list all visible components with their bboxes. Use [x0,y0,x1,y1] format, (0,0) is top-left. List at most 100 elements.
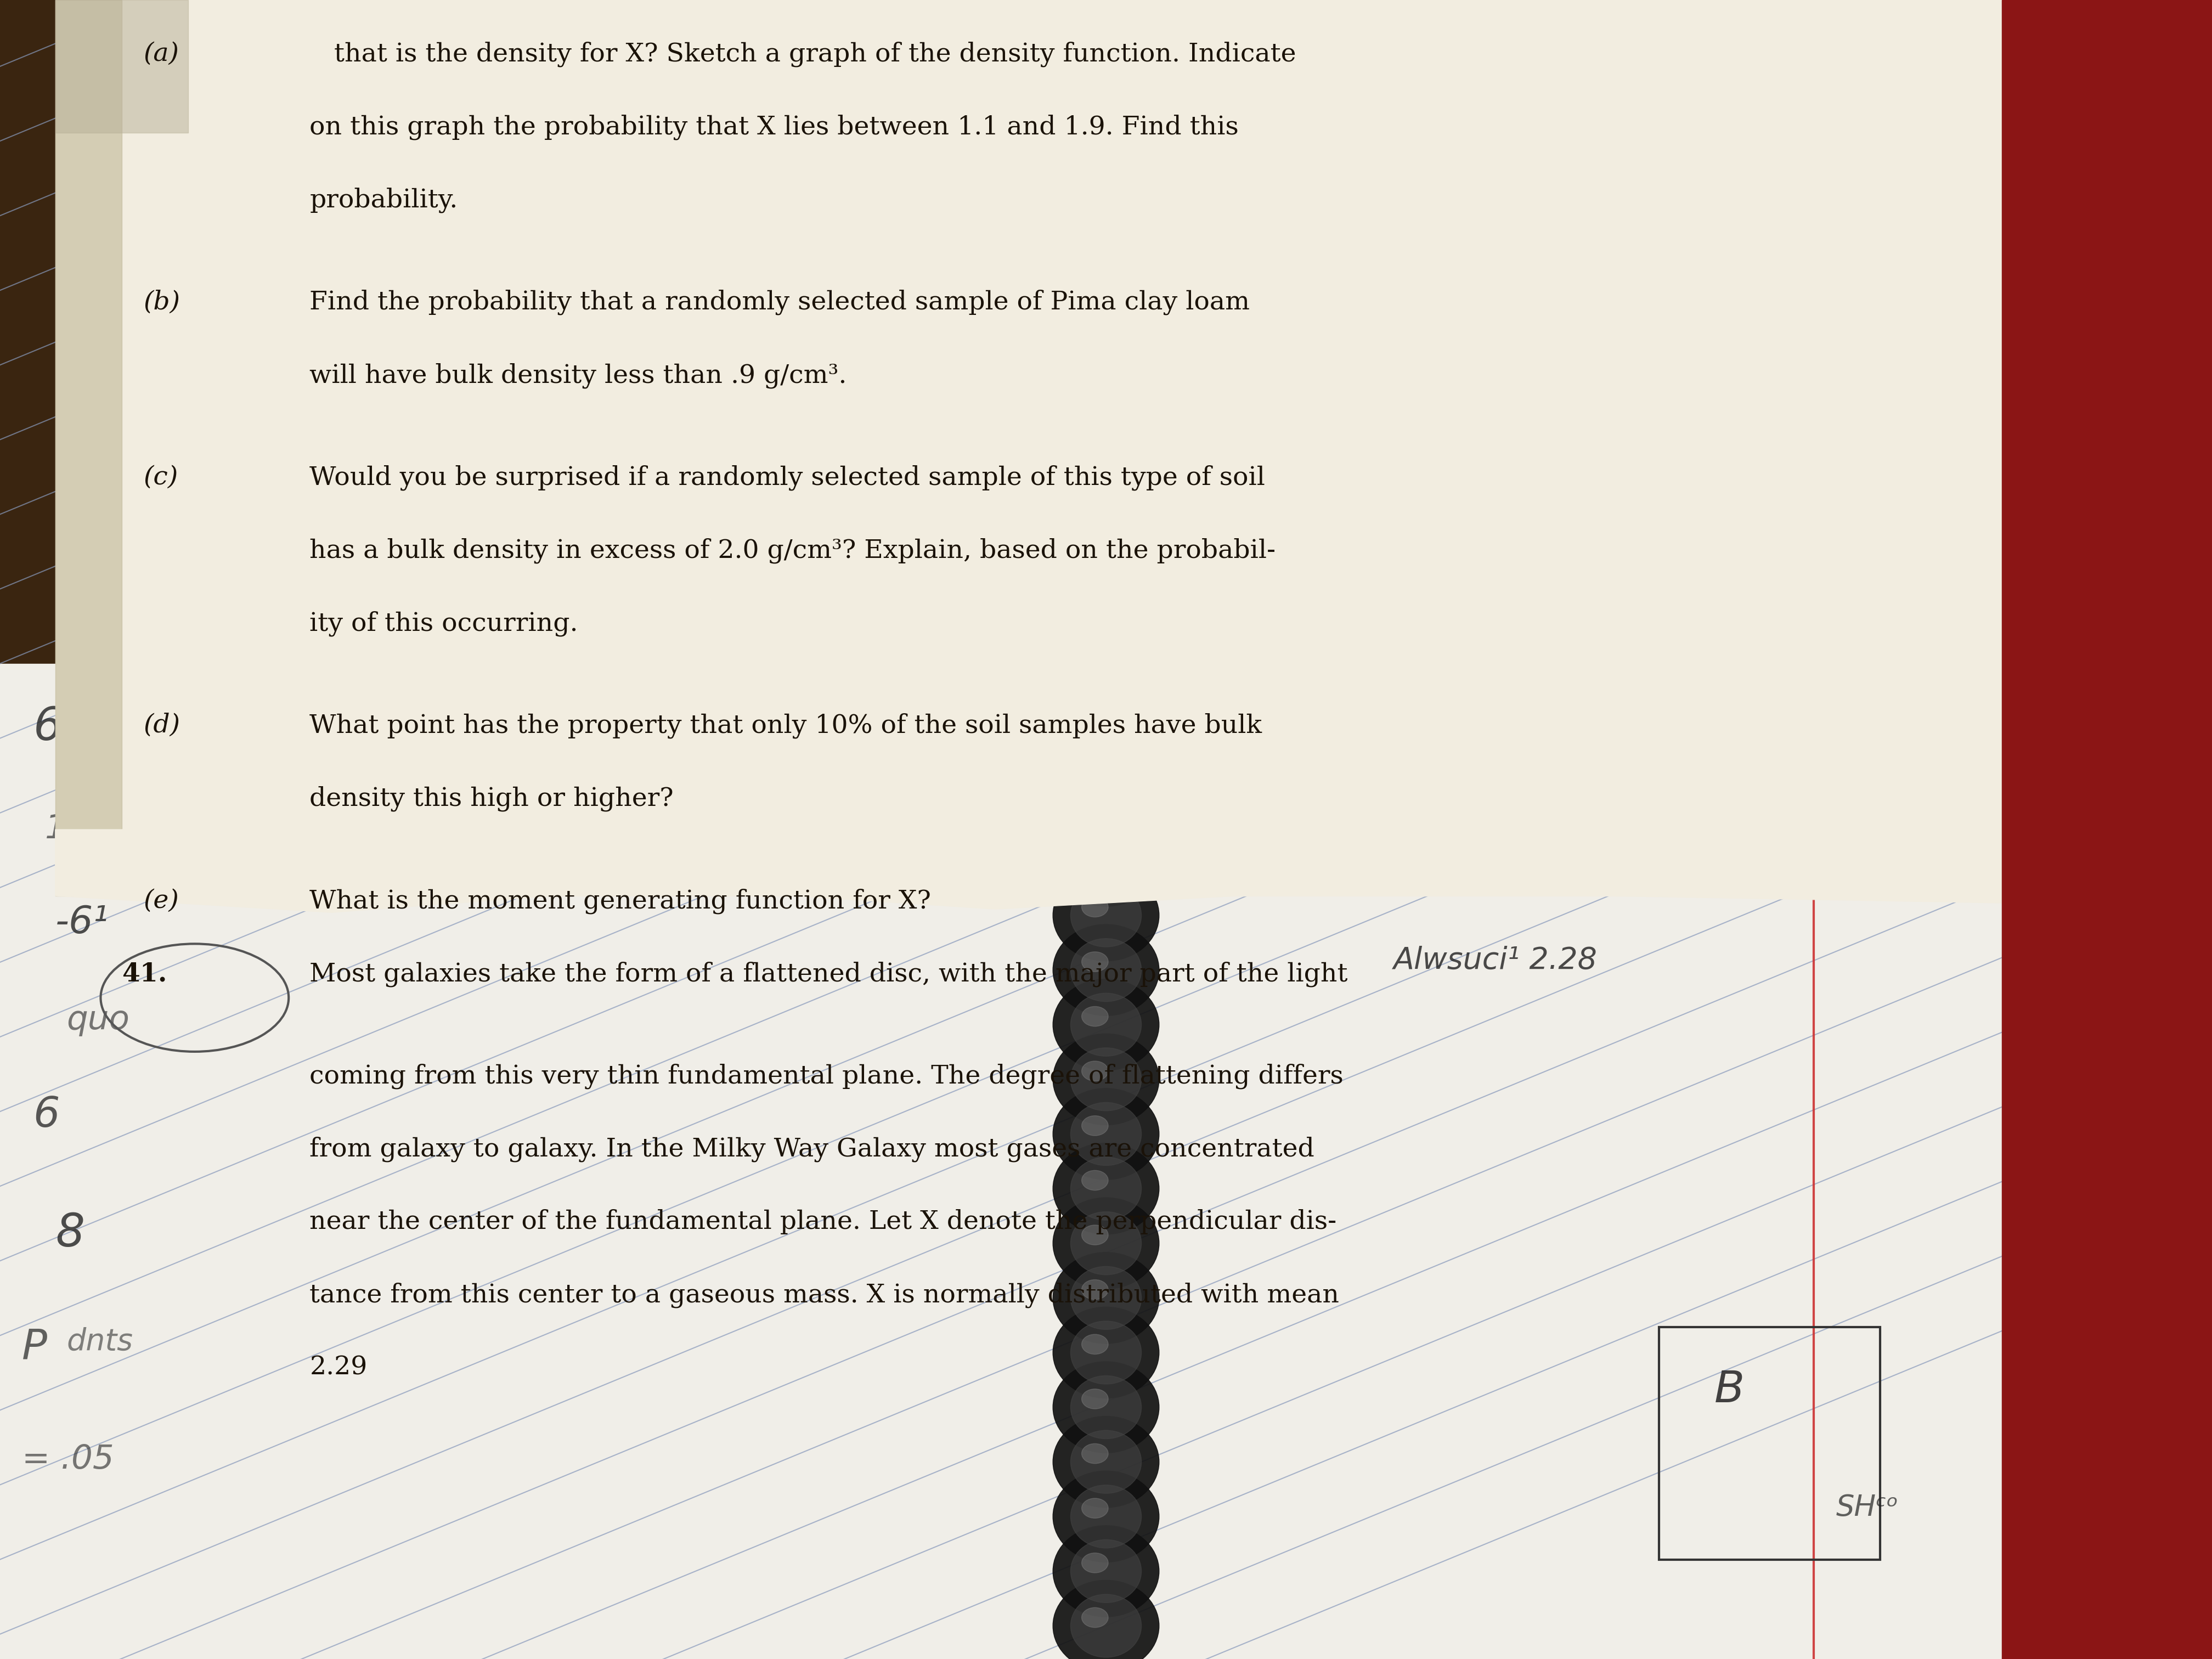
Ellipse shape [1053,652,1159,743]
Ellipse shape [1082,898,1108,917]
Ellipse shape [1082,1007,1108,1027]
Text: that is the density for X? Sketch a graph of the density function. Indicate: that is the density for X? Sketch a grap… [310,41,1296,66]
Text: density this high or higher?: density this high or higher? [310,786,675,811]
Polygon shape [55,830,2068,912]
Ellipse shape [1082,952,1108,972]
Ellipse shape [1082,1608,1108,1627]
Ellipse shape [1082,1224,1108,1244]
Ellipse shape [1071,1048,1141,1112]
Text: on this graph the probability that X lies between 1.1 and 1.9. Find this: on this graph the probability that X lie… [310,114,1239,139]
Text: 60: 60 [33,705,91,750]
Ellipse shape [1053,1253,1159,1344]
Bar [2002,0,2212,1659]
Ellipse shape [1071,939,1141,1002]
Ellipse shape [1053,1307,1159,1399]
Ellipse shape [1082,1117,1108,1136]
Text: coming from this very thin fundamental plane. The degree of flattening differs: coming from this very thin fundamental p… [310,1063,1343,1088]
Text: dnts: dnts [66,1327,133,1357]
Bar [55,0,188,133]
Ellipse shape [1082,679,1108,698]
Ellipse shape [1071,775,1141,838]
Text: What point has the property that only 10% of the soil samples have bulk: What point has the property that only 10… [310,713,1263,738]
Text: ity of this occurring.: ity of this occurring. [310,611,577,637]
Bar [1659,1327,1880,1559]
Text: (c): (c) [144,465,179,489]
Text: = .05: = .05 [22,1443,115,1477]
Text: 195: 195 [44,813,108,846]
Ellipse shape [1071,665,1141,728]
Ellipse shape [1082,733,1108,753]
Ellipse shape [1071,1211,1141,1274]
Ellipse shape [1071,1375,1141,1438]
Ellipse shape [1053,1417,1159,1508]
Text: Most galaxies take the form of a flattened disc, with the major part of the ligh: Most galaxies take the form of a flatten… [310,961,1347,987]
Text: 41.: 41. [122,961,166,987]
Ellipse shape [1082,1170,1108,1190]
Ellipse shape [1082,843,1108,863]
Text: 4: 4 [1924,788,1947,821]
Ellipse shape [1082,1553,1108,1573]
Ellipse shape [1071,1430,1141,1493]
Ellipse shape [1053,1198,1159,1289]
Text: X <: X < [1836,705,1898,738]
Text: will have bulk density less than .9 g/cm³.: will have bulk density less than .9 g/cm… [310,363,847,388]
Ellipse shape [1053,705,1159,796]
Text: or ≥ 2.¹: or ≥ 2.¹ [1504,830,1646,866]
Ellipse shape [1071,720,1141,783]
Ellipse shape [1071,1156,1141,1219]
Text: near the center of the fundamental plane. Let X denote the perpendicular dis-: near the center of the fundamental plane… [310,1209,1336,1234]
Ellipse shape [1053,869,1159,961]
Ellipse shape [1082,1498,1108,1518]
Ellipse shape [1071,1594,1141,1657]
Ellipse shape [1053,1034,1159,1125]
Ellipse shape [1053,760,1159,851]
Ellipse shape [1082,1334,1108,1354]
Text: SHᶜᵒ: SHᶜᵒ [1836,1493,1898,1521]
Ellipse shape [1082,1279,1108,1299]
Text: (b): (b) [144,290,181,315]
Ellipse shape [1082,788,1108,808]
Ellipse shape [1071,1266,1141,1329]
Ellipse shape [1071,1540,1141,1603]
Ellipse shape [1071,884,1141,947]
Text: B: B [1714,1369,1745,1412]
Ellipse shape [1071,1321,1141,1384]
Text: What is the moment generating function for X?: What is the moment generating function f… [310,888,931,914]
Text: from galaxy to galaxy. In the Milky Way Galaxy most gases are concentrated: from galaxy to galaxy. In the Milky Way … [310,1136,1314,1161]
Text: has a bulk density in excess of 2.0 g/cm³? Explain, based on the probabil-: has a bulk density in excess of 2.0 g/cm… [310,538,1276,564]
Bar [55,0,122,896]
Ellipse shape [1053,979,1159,1070]
Ellipse shape [1053,1143,1159,1234]
Ellipse shape [1071,830,1141,893]
Text: 6: 6 [33,1095,60,1135]
Ellipse shape [1053,1579,1159,1659]
Text: PF≥ ≤1: PF≥ ≤1 [1504,705,1655,743]
Text: -6¹: -6¹ [55,904,108,941]
Text: Alwsuci¹ 2.28: Alwsuci¹ 2.28 [1394,946,1597,975]
Text: 8: 8 [55,1211,84,1256]
Ellipse shape [1053,815,1159,906]
Text: (a): (a) [144,41,179,66]
Ellipse shape [1053,924,1159,1015]
Ellipse shape [1053,1472,1159,1563]
Text: Find the probability that a randomly selected sample of Pima clay loam: Find the probability that a randomly sel… [310,290,1250,315]
Text: quo: quo [66,1004,128,1037]
Ellipse shape [1071,994,1141,1057]
Bar [0,664,2212,1659]
Ellipse shape [1053,1362,1159,1453]
Ellipse shape [1071,1485,1141,1548]
Text: (d): (d) [144,713,181,738]
Text: Would you be surprised if a randomly selected sample of this type of soil: Would you be surprised if a randomly sel… [310,465,1265,491]
Text: 2.29: 2.29 [310,1355,367,1380]
Bar [55,0,2068,896]
Text: tance from this center to a gaseous mass. X is normally distributed with mean: tance from this center to a gaseous mass… [310,1282,1340,1307]
Ellipse shape [1053,1088,1159,1180]
Text: (e): (e) [144,888,179,912]
Ellipse shape [1082,1062,1108,1082]
Text: probability.: probability. [310,187,458,212]
Ellipse shape [1053,1526,1159,1618]
Ellipse shape [1082,1389,1108,1408]
Ellipse shape [1071,1103,1141,1166]
Text: P: P [22,1327,46,1367]
Ellipse shape [1082,1443,1108,1463]
